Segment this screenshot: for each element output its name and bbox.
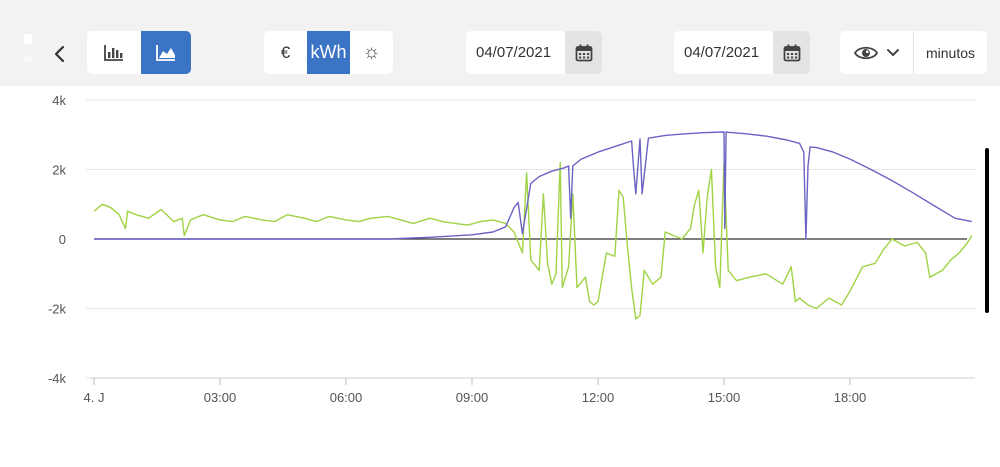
production-series-line: [94, 131, 972, 240]
sun-icon: ☼: [362, 41, 381, 63]
x-tick-label: 03:00: [204, 390, 237, 405]
y-tick-label: 0: [59, 232, 66, 247]
bar-view-button[interactable]: [87, 31, 141, 74]
view-mode-toggle: [87, 31, 191, 74]
bar-chart-icon: [104, 44, 123, 61]
visibility-dropdown[interactable]: [840, 31, 913, 74]
chevron-down-icon: [886, 48, 899, 56]
unit-euro-button[interactable]: €: [280, 42, 291, 62]
back-button[interactable]: [50, 42, 70, 66]
energy-chart: 4k 2k 0 -2k -4k 4. J 03:00 06:00 09:00 12:00 15:0…: [0, 86, 1000, 462]
x-tick-label: 06:00: [330, 390, 363, 405]
toolbar: € kWh ☼ 04/07/2021 04/07/2021: [0, 0, 1000, 86]
resolution-select[interactable]: minutos: [925, 44, 976, 61]
area-chart-icon: [156, 44, 175, 61]
balance-series-line: [93, 161, 973, 320]
calendar-icon: [575, 44, 592, 61]
y-tick-label: -4k: [48, 371, 67, 386]
x-tick-label: 18:00: [834, 390, 867, 405]
visibility-resolution-group: minutos: [840, 31, 987, 74]
unit-toggle: € kWh ☼: [264, 31, 393, 74]
divider: [913, 31, 914, 74]
x-tick-label: 09:00: [456, 390, 489, 405]
scrollbar[interactable]: [985, 148, 989, 313]
y-tick-label: 4k: [52, 93, 66, 108]
area-view-button[interactable]: [141, 31, 191, 74]
eye-icon: [853, 46, 878, 59]
chart-canvas: 4k 2k 0 -2k -4k 4. J 03:00 06:00 09:00 12:00 15:0…: [48, 93, 975, 405]
x-tick-label: 12:00: [582, 390, 615, 405]
chevron-left-icon: [54, 45, 65, 63]
y-tick-label: -2k: [48, 302, 67, 317]
x-tick-label: 15:00: [708, 390, 741, 405]
side-indicator: [24, 34, 32, 44]
x-tick-label: 4. J: [84, 390, 105, 405]
unit-sun-button[interactable]: ☼: [350, 31, 393, 74]
date-from-input[interactable]: 04/07/2021: [476, 44, 552, 61]
date-to-calendar-button[interactable]: [773, 31, 810, 74]
date-to-picker: 04/07/2021: [674, 31, 810, 74]
date-from-picker: 04/07/2021: [466, 31, 602, 74]
date-to-input[interactable]: 04/07/2021: [684, 44, 760, 61]
date-from-calendar-button[interactable]: [565, 31, 602, 74]
unit-kwh-button[interactable]: kWh: [307, 31, 350, 74]
y-tick-label: 2k: [52, 163, 66, 178]
calendar-icon: [783, 44, 800, 61]
side-indicator: [24, 56, 32, 62]
